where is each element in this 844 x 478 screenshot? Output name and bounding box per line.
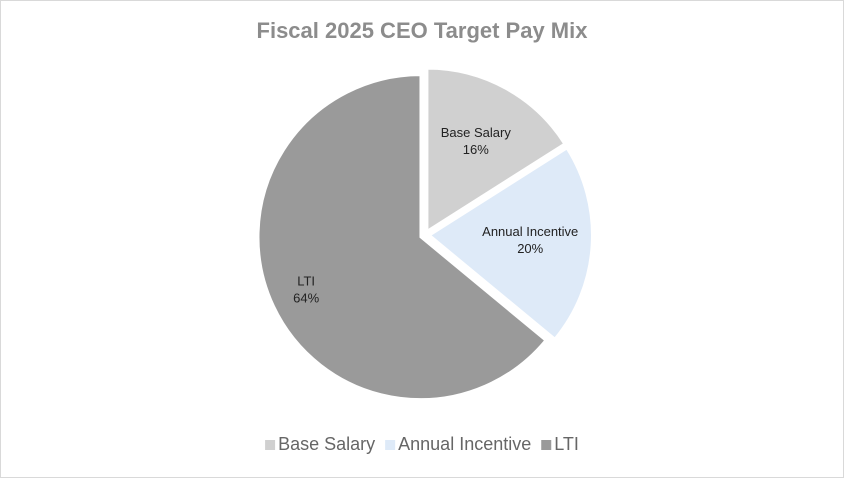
data-label-name: LTI bbox=[297, 273, 315, 288]
data-label-value: 16% bbox=[463, 142, 489, 157]
data-label-value: 64% bbox=[293, 290, 319, 305]
legend-label: LTI bbox=[554, 434, 579, 454]
legend-label: Base Salary bbox=[278, 434, 375, 454]
pie-slice bbox=[257, 74, 547, 401]
data-label-name: Base Salary bbox=[441, 125, 512, 140]
legend-swatch bbox=[541, 440, 552, 450]
data-label-name: Annual Incentive bbox=[482, 224, 578, 239]
pie-slice bbox=[426, 67, 566, 233]
pie-slice bbox=[428, 147, 593, 340]
legend-label: Annual Incentive bbox=[398, 434, 531, 454]
legend: Base Salary Annual Incentive LTI bbox=[265, 434, 579, 454]
legend-swatch bbox=[385, 440, 396, 450]
data-label-value: 20% bbox=[517, 241, 543, 256]
chart-title: Fiscal 2025 CEO Target Pay Mix bbox=[257, 18, 589, 43]
legend-swatch bbox=[265, 440, 276, 450]
